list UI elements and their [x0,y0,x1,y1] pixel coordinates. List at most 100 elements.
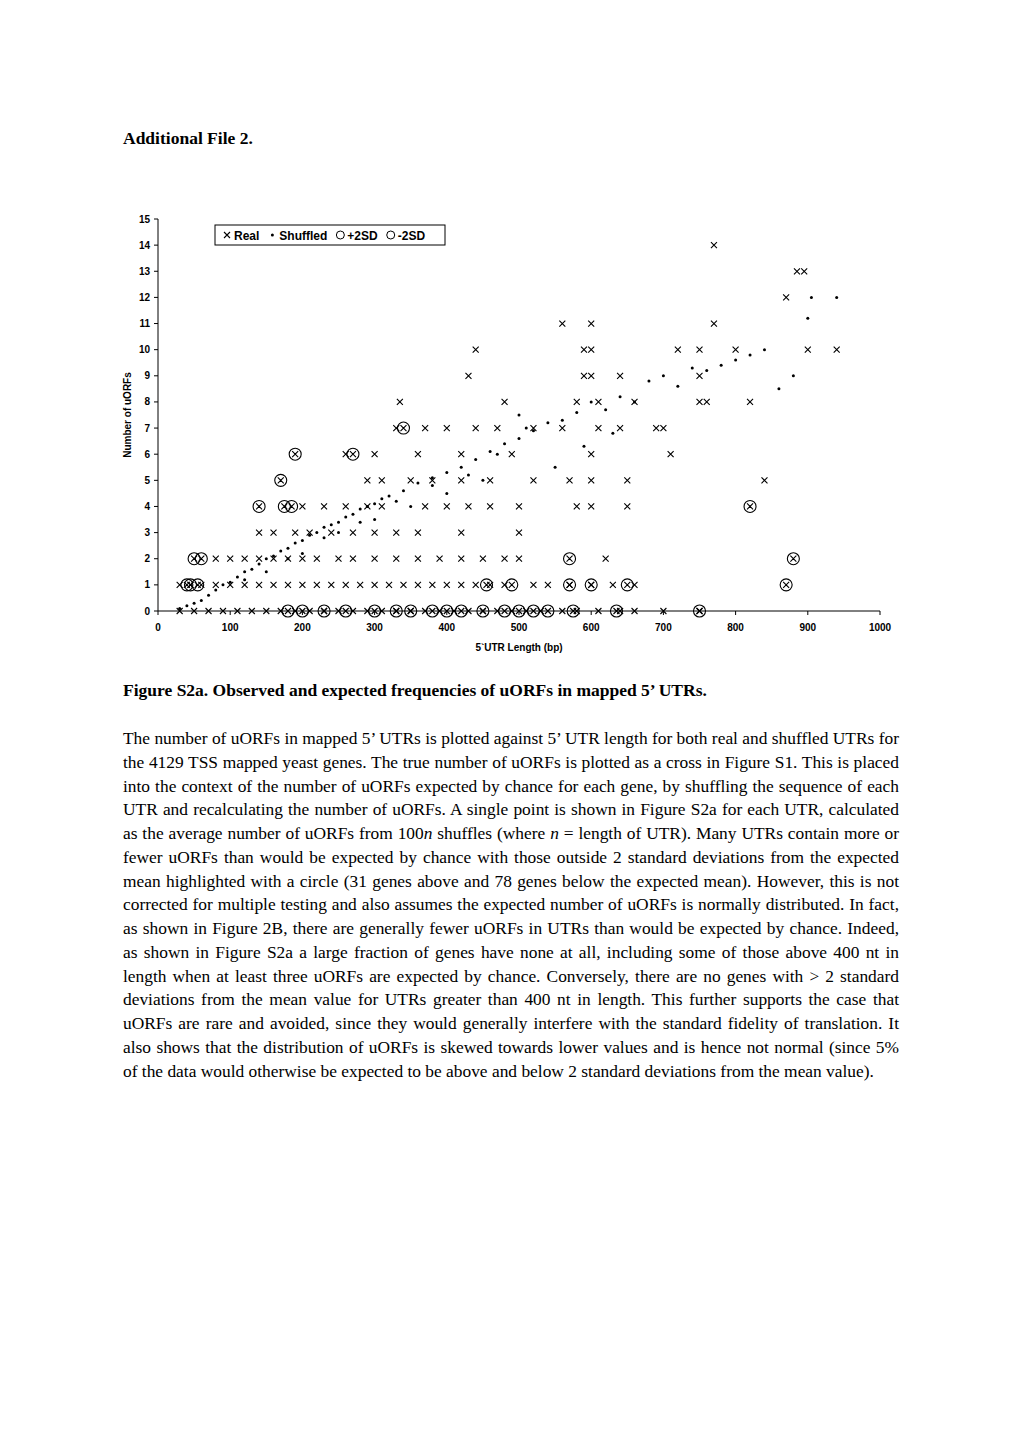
point [805,347,811,353]
point [783,294,789,300]
point [744,500,756,512]
point [379,477,385,483]
y-tick [154,558,158,559]
point [415,556,421,562]
point [379,503,385,509]
point [279,549,282,552]
legend: RealShuffled+2SD-2SD [215,225,445,245]
legend-box [215,225,445,245]
series-shuffled [178,296,838,610]
y-tick [154,323,158,324]
y-tick-label: 2 [144,553,150,564]
point [444,582,450,588]
point [675,347,681,353]
point [265,570,268,573]
point [487,503,493,509]
point [473,425,479,431]
y-tick [154,584,158,585]
point [559,321,565,327]
point [458,556,464,562]
point [697,373,703,379]
point [465,503,471,509]
point [286,557,289,560]
point [564,553,576,565]
point [314,556,320,562]
point [249,608,255,614]
point [275,474,287,486]
point [610,582,616,588]
point [582,445,585,448]
point [455,605,467,617]
x-tick-label: 100 [222,622,239,633]
point [250,568,253,571]
point [271,582,277,588]
point [388,495,391,498]
point [527,605,539,617]
point [271,530,277,536]
y-axis-label: Number of uORFs [122,372,133,458]
point [285,582,291,588]
point [405,605,417,617]
point [386,582,392,588]
point [372,530,378,536]
point [595,425,601,431]
point [242,556,248,562]
point [272,555,275,558]
point [445,492,448,495]
x-axis-label: 5`UTR Length (bp) [475,642,562,653]
point [330,523,333,526]
point [694,605,706,617]
point [624,503,630,509]
point [351,513,354,516]
y-tick-label: 7 [144,423,150,434]
point [429,582,435,588]
point [711,242,717,248]
point [588,477,594,483]
plot-area [177,242,840,617]
point [647,380,650,383]
point [632,399,638,405]
point [561,419,564,422]
point [416,481,419,484]
point [660,425,666,431]
x-tick-label: 800 [727,622,744,633]
x-tick-label: 400 [438,622,455,633]
point [513,605,525,617]
point [372,582,378,588]
point [380,497,383,500]
point [192,579,204,591]
point [481,579,493,591]
point [458,451,464,457]
point [711,321,717,327]
x-tick [880,611,881,615]
point [431,476,434,479]
point [200,599,203,602]
caption-run: = length of UTR). Many UTRs contain more… [123,823,899,1081]
point [323,536,326,539]
point [286,500,298,512]
point [445,471,448,474]
point [617,425,623,431]
point [299,582,305,588]
point [444,425,450,431]
point [256,530,262,536]
point [794,268,800,274]
caption-run: n [550,823,559,843]
y-tick [154,349,158,350]
point [588,373,594,379]
point [364,477,370,483]
point [603,556,609,562]
point [315,531,318,534]
point [518,437,521,440]
y-tick-label: 9 [144,370,150,381]
x-tick-label: 500 [511,622,528,633]
point [422,425,428,431]
point [308,534,311,537]
y-tick-label: 15 [139,214,151,225]
point [473,582,479,588]
point [621,579,633,591]
point [509,451,515,457]
y-tick [154,611,158,612]
y-tick [154,454,158,455]
point [763,348,766,351]
